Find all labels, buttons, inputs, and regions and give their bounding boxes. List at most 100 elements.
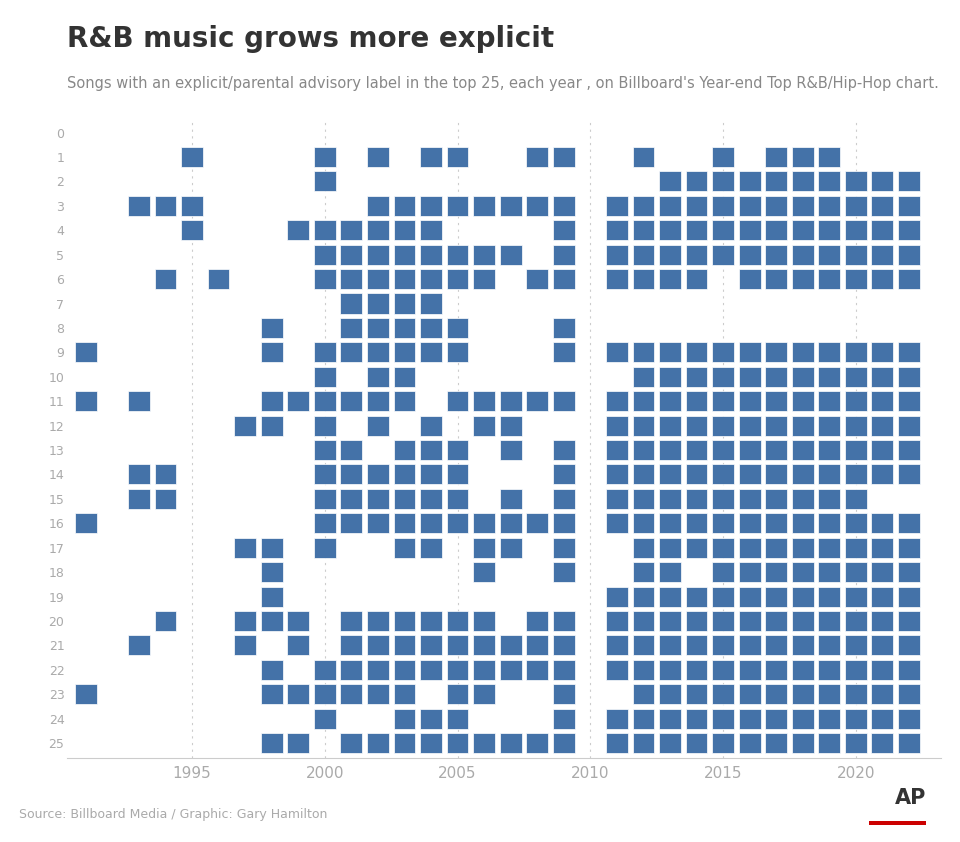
FancyBboxPatch shape — [420, 294, 442, 313]
FancyBboxPatch shape — [207, 269, 229, 289]
FancyBboxPatch shape — [872, 416, 893, 435]
FancyBboxPatch shape — [685, 367, 708, 386]
FancyBboxPatch shape — [394, 196, 416, 216]
FancyBboxPatch shape — [633, 611, 655, 631]
FancyBboxPatch shape — [792, 196, 814, 216]
FancyBboxPatch shape — [872, 538, 893, 557]
FancyBboxPatch shape — [792, 221, 814, 240]
FancyBboxPatch shape — [553, 489, 575, 509]
FancyBboxPatch shape — [446, 514, 468, 533]
FancyBboxPatch shape — [845, 269, 867, 289]
FancyBboxPatch shape — [633, 489, 655, 509]
FancyBboxPatch shape — [872, 367, 893, 386]
FancyBboxPatch shape — [898, 538, 920, 557]
FancyBboxPatch shape — [792, 562, 814, 582]
FancyBboxPatch shape — [75, 343, 97, 362]
FancyBboxPatch shape — [792, 587, 814, 606]
FancyBboxPatch shape — [818, 367, 840, 386]
FancyBboxPatch shape — [660, 538, 681, 557]
FancyBboxPatch shape — [526, 269, 548, 289]
FancyBboxPatch shape — [446, 465, 468, 484]
FancyBboxPatch shape — [420, 221, 442, 240]
FancyBboxPatch shape — [314, 514, 336, 533]
FancyBboxPatch shape — [818, 660, 840, 679]
FancyBboxPatch shape — [367, 318, 389, 338]
FancyBboxPatch shape — [872, 685, 893, 704]
FancyBboxPatch shape — [606, 733, 628, 753]
FancyBboxPatch shape — [845, 538, 867, 557]
FancyBboxPatch shape — [818, 538, 840, 557]
FancyBboxPatch shape — [234, 636, 256, 655]
FancyBboxPatch shape — [792, 245, 814, 264]
FancyBboxPatch shape — [553, 465, 575, 484]
FancyBboxPatch shape — [765, 172, 787, 191]
FancyBboxPatch shape — [739, 709, 760, 728]
FancyBboxPatch shape — [500, 514, 521, 533]
FancyBboxPatch shape — [712, 685, 734, 704]
FancyBboxPatch shape — [606, 343, 628, 362]
FancyBboxPatch shape — [606, 269, 628, 289]
FancyBboxPatch shape — [367, 245, 389, 264]
FancyBboxPatch shape — [739, 440, 760, 460]
FancyBboxPatch shape — [446, 245, 468, 264]
FancyBboxPatch shape — [660, 587, 681, 606]
FancyBboxPatch shape — [685, 343, 708, 362]
FancyBboxPatch shape — [341, 269, 362, 289]
FancyBboxPatch shape — [473, 611, 495, 631]
FancyBboxPatch shape — [712, 514, 734, 533]
FancyBboxPatch shape — [500, 245, 521, 264]
FancyBboxPatch shape — [394, 660, 416, 679]
FancyBboxPatch shape — [872, 269, 893, 289]
FancyBboxPatch shape — [633, 465, 655, 484]
FancyBboxPatch shape — [739, 636, 760, 655]
FancyBboxPatch shape — [341, 318, 362, 338]
FancyBboxPatch shape — [446, 440, 468, 460]
FancyBboxPatch shape — [845, 709, 867, 728]
FancyBboxPatch shape — [606, 636, 628, 655]
FancyBboxPatch shape — [898, 196, 920, 216]
FancyBboxPatch shape — [633, 733, 655, 753]
FancyBboxPatch shape — [606, 416, 628, 435]
FancyBboxPatch shape — [633, 440, 655, 460]
FancyBboxPatch shape — [420, 318, 442, 338]
FancyBboxPatch shape — [633, 269, 655, 289]
FancyBboxPatch shape — [898, 685, 920, 704]
FancyBboxPatch shape — [553, 660, 575, 679]
FancyBboxPatch shape — [712, 587, 734, 606]
FancyBboxPatch shape — [314, 538, 336, 557]
FancyBboxPatch shape — [739, 367, 760, 386]
FancyBboxPatch shape — [792, 611, 814, 631]
FancyBboxPatch shape — [473, 562, 495, 582]
FancyBboxPatch shape — [685, 685, 708, 704]
FancyBboxPatch shape — [420, 514, 442, 533]
FancyBboxPatch shape — [473, 685, 495, 704]
FancyBboxPatch shape — [792, 636, 814, 655]
FancyBboxPatch shape — [898, 440, 920, 460]
FancyBboxPatch shape — [341, 245, 362, 264]
FancyBboxPatch shape — [367, 294, 389, 313]
FancyBboxPatch shape — [633, 660, 655, 679]
FancyBboxPatch shape — [792, 733, 814, 753]
FancyBboxPatch shape — [712, 196, 734, 216]
FancyBboxPatch shape — [394, 221, 416, 240]
FancyBboxPatch shape — [181, 196, 203, 216]
FancyBboxPatch shape — [739, 587, 760, 606]
FancyBboxPatch shape — [606, 709, 628, 728]
FancyBboxPatch shape — [633, 514, 655, 533]
FancyBboxPatch shape — [633, 367, 655, 386]
FancyBboxPatch shape — [685, 392, 708, 411]
FancyBboxPatch shape — [446, 343, 468, 362]
FancyBboxPatch shape — [872, 465, 893, 484]
FancyBboxPatch shape — [660, 514, 681, 533]
FancyBboxPatch shape — [500, 196, 521, 216]
FancyBboxPatch shape — [553, 440, 575, 460]
FancyBboxPatch shape — [765, 489, 787, 509]
FancyBboxPatch shape — [898, 514, 920, 533]
FancyBboxPatch shape — [739, 489, 760, 509]
FancyBboxPatch shape — [394, 733, 416, 753]
FancyBboxPatch shape — [606, 440, 628, 460]
FancyBboxPatch shape — [526, 660, 548, 679]
FancyBboxPatch shape — [420, 489, 442, 509]
FancyBboxPatch shape — [845, 245, 867, 264]
FancyBboxPatch shape — [526, 514, 548, 533]
